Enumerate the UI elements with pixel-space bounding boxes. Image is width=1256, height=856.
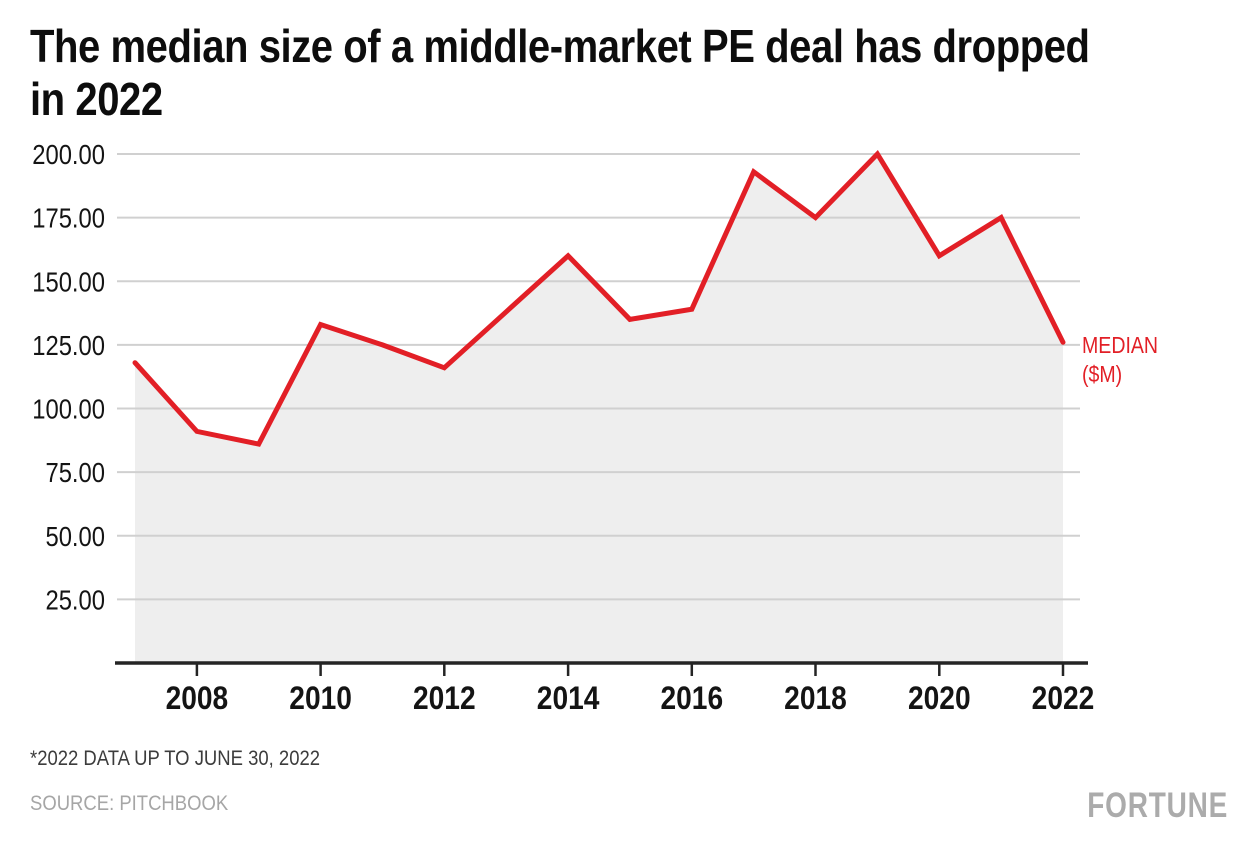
y-axis-tick-label: 25.00 xyxy=(45,584,105,616)
svg-text:2008: 2008 xyxy=(166,681,229,716)
median-line xyxy=(132,149,1066,447)
y-axis-tick-label: 200.00 xyxy=(32,138,105,170)
svg-text:75.00: 75.00 xyxy=(45,456,105,488)
x-axis-tick-label: 2016 xyxy=(660,681,723,716)
y-axis-tick-label: 125.00 xyxy=(32,329,105,361)
svg-text:2012: 2012 xyxy=(413,681,476,716)
svg-text:2016: 2016 xyxy=(660,681,723,716)
footnote-text: *2022 DATA UP TO JUNE 30, 2022 xyxy=(30,747,321,770)
svg-text:25.00: 25.00 xyxy=(45,584,105,616)
svg-text:50.00: 50.00 xyxy=(45,520,105,552)
x-axis-tick-label: 2020 xyxy=(908,681,971,716)
svg-text:175.00: 175.00 xyxy=(32,202,105,234)
x-axis-tick-label: 2018 xyxy=(784,681,847,716)
page-title-line1: The median size of a middle-market PE de… xyxy=(30,20,1090,72)
series-label-line2: ($M) xyxy=(1082,361,1123,387)
x-axis-tick-label: 2022 xyxy=(1032,681,1095,716)
y-axis-tick-label: 50.00 xyxy=(45,520,105,552)
svg-text:2020: 2020 xyxy=(908,681,971,716)
y-axis-tick-label: 100.00 xyxy=(32,393,105,425)
svg-text:200.00: 200.00 xyxy=(32,138,105,170)
page-title-line2: in 2022 xyxy=(30,73,163,125)
x-axis-tick-label: 2010 xyxy=(289,681,352,716)
fortune-logo: FORTUNE xyxy=(1087,786,1228,825)
source-text: SOURCE: PITCHBOOK xyxy=(30,792,229,815)
series-label-median: MEDIAN ($M) xyxy=(1082,331,1158,389)
median-deal-size-chart: 25.00 50.00 75.00 100.00 125.00 150.00 175.00 2… xyxy=(32,138,1095,716)
y-axis-tick-label: 75.00 xyxy=(45,456,105,488)
series-label-line1: MEDIAN xyxy=(1082,332,1159,358)
svg-text:2010: 2010 xyxy=(289,681,352,716)
svg-text:2022: 2022 xyxy=(1032,681,1095,716)
svg-text:100.00: 100.00 xyxy=(32,393,105,425)
x-axis-tick-label: 2008 xyxy=(166,681,229,716)
chart-svg: 25.00 50.00 75.00 100.00 125.00 150.00 175.00 2… xyxy=(32,138,1095,716)
y-axis-tick-label: 175.00 xyxy=(32,202,105,234)
svg-text:2014: 2014 xyxy=(537,681,600,716)
x-axis-tick-label: 2014 xyxy=(537,681,600,716)
y-axis-tick-label: 150.00 xyxy=(32,265,105,297)
page-title: The median size of a middle-market PE de… xyxy=(30,20,1090,126)
svg-text:2018: 2018 xyxy=(784,681,847,716)
svg-text:150.00: 150.00 xyxy=(32,265,105,297)
svg-text:125.00: 125.00 xyxy=(32,329,105,361)
x-axis-tick-label: 2012 xyxy=(413,681,476,716)
